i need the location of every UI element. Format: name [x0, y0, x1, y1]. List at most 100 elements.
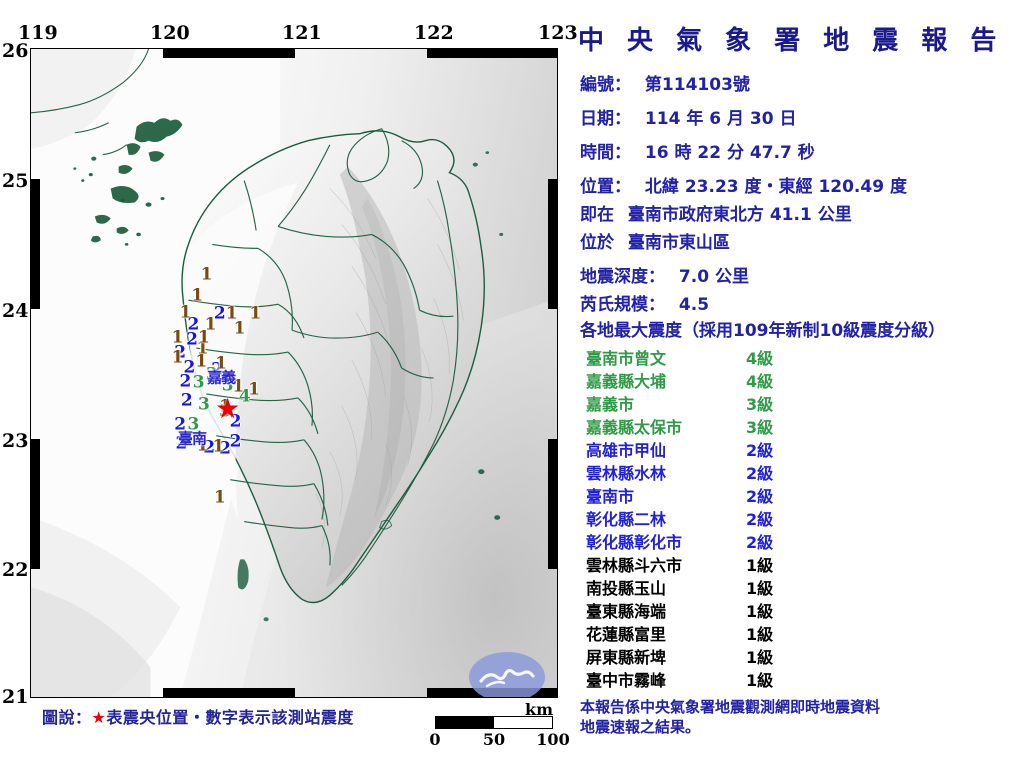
station-intensity-marker: 2: [187, 314, 200, 335]
intensity-level: 1級: [746, 624, 774, 644]
legend-star-icon: ★: [91, 708, 107, 727]
axis-tick-bar-left-2: [31, 439, 40, 569]
report-line-district: 位於 臺南市東山區: [580, 228, 730, 253]
value-time: 16 時 22 分 47.7 秒: [644, 143, 815, 163]
intensity-row: 臺南市曾文 4級: [586, 345, 1022, 368]
label-relative: 即在: [580, 205, 614, 225]
station-intensity-marker: 2: [229, 431, 242, 452]
station-intensity-marker: 2: [183, 357, 196, 377]
station-intensity-marker: 1: [215, 353, 227, 374]
intensity-row: 臺東縣海端 1級: [586, 598, 1022, 621]
report-line-id: 編號： 第114103號: [580, 70, 750, 95]
station-intensity-marker: 2: [174, 342, 187, 363]
value-district: 臺南市東山區: [627, 233, 730, 253]
intensity-row: 臺中市霧峰 1級: [586, 667, 1022, 690]
station-intensity-marker: 1: [232, 376, 245, 397]
station-intensity-marker: 1: [233, 318, 246, 338]
intensity-place: 花蓮縣富里: [586, 624, 667, 644]
station-intensity-marker: 1: [196, 435, 209, 455]
intensity-place: 南投縣玉山: [586, 578, 667, 598]
intensity-place: 彰化縣彰化市: [586, 532, 683, 552]
intensity-place: 屏東縣新埤: [586, 647, 667, 667]
label-id: 編號：: [580, 75, 631, 95]
label-location: 位置：: [580, 177, 631, 197]
report-line-location: 位置： 北緯 23.23 度・東經 120.49 度: [580, 172, 907, 197]
station-intensity-marker: 1: [248, 379, 260, 400]
station-intensity-marker: 1: [249, 303, 262, 324]
intensity-row: 雲林縣水林 2級: [586, 460, 1022, 483]
report-title: 中 央 氣 象 署 地 震 報 告: [578, 26, 1004, 56]
value-magnitude: 4.5: [678, 295, 710, 315]
axis-tick-bar-right-2: [548, 439, 557, 569]
lon-tick-120: 120: [150, 22, 190, 44]
report-line-depth: 地震深度： 7.0 公里: [580, 262, 749, 287]
station-intensity-marker: 2: [229, 411, 242, 432]
cwa-wave-icon: [479, 668, 535, 688]
station-intensity-marker: 1: [195, 351, 208, 372]
map-scale-bar: km 0 50 100: [429, 700, 569, 749]
intensity-place: 嘉義市: [586, 394, 635, 414]
intensity-level: 1級: [746, 578, 774, 598]
intensity-level: 3級: [746, 417, 774, 437]
intensity-place: 高雄市甲仙: [586, 440, 667, 460]
intensity-level: 1級: [746, 555, 774, 575]
station-intensity-marker: 1: [212, 436, 225, 457]
value-location: 北緯 23.23 度・東經 120.49 度: [644, 177, 907, 197]
station-intensity-marker: 1: [219, 396, 231, 416]
value-id: 第114103號: [644, 75, 750, 95]
intensity-level: 2級: [746, 509, 774, 529]
report-footnote: 本報告係中央氣象署地震觀測網即時地震資料 地震速報之結果。: [580, 697, 880, 737]
epicenter-star-icon: ★: [215, 392, 241, 426]
legend-caption: 圖說：★表震央位置・數字表示該測站震度: [42, 704, 354, 728]
intensity-place: 臺南市曾文: [586, 348, 667, 368]
lon-tick-119: 119: [18, 22, 58, 44]
scale-bar-graphic: [435, 716, 553, 729]
lat-tick-25: 25: [2, 170, 29, 192]
intensity-place: 臺中市霧峰: [586, 670, 667, 690]
map-legend-row: 圖說：★表震央位置・數字表示該測站震度 km 0 50 100: [30, 700, 570, 752]
lon-tick-123: 123: [538, 22, 578, 44]
axis-tick-bar-right-1: [548, 179, 557, 309]
intensity-row: 花蓮縣富里 1級: [586, 621, 1022, 644]
intensity-row: 嘉義市 3級: [586, 391, 1022, 414]
intensity-place: 嘉義縣大埔: [586, 371, 667, 391]
lat-tick-26: 26: [2, 40, 29, 62]
intensity-level: 1級: [746, 647, 774, 667]
scale-segment-empty: [494, 717, 552, 728]
station-intensity-marker: 1: [171, 347, 184, 368]
report-line-magnitude: 芮氏規模： 4.5: [580, 290, 709, 315]
intensity-row: 雲林縣斗六市 1級: [586, 552, 1022, 575]
intensity-place: 臺東縣海端: [586, 601, 667, 621]
station-intensity-marker: 3: [219, 401, 231, 422]
label-time: 時間：: [580, 143, 631, 163]
station-intensity-marker: 2: [186, 329, 198, 350]
intensity-list: 臺南市曾文 4級 嘉義縣大埔 4級 嘉義市 3級 嘉義縣太保市 3級 高雄市甲仙 2級 雲林縣水林 2…: [586, 345, 1022, 690]
intensity-level: 1級: [746, 670, 774, 690]
lat-tick-23: 23: [2, 430, 29, 452]
value-relative: 臺南市政府東北方 41.1 公里: [627, 205, 852, 225]
report-line-relative: 即在 臺南市政府東北方 41.1 公里: [580, 200, 852, 225]
station-intensity-marker: 1: [196, 338, 209, 359]
station-intensity-marker: 3: [205, 364, 218, 385]
station-intensity-marker: 1: [179, 302, 192, 323]
axis-tick-bar-left-1: [31, 179, 40, 309]
axis-tick-bar-bottom-1: [163, 688, 295, 697]
station-intensity-marker: 2: [219, 438, 231, 459]
intensity-row: 南投縣玉山 1級: [586, 575, 1022, 598]
scale-tick-50: 50: [482, 730, 506, 749]
station-intensity-marker: 3: [197, 394, 210, 415]
station-intensity-marker: 2: [211, 359, 224, 380]
intensity-row: 彰化縣二林 2級: [586, 506, 1022, 529]
intensity-level: 4級: [746, 371, 774, 391]
value-depth: 7.0 公里: [678, 267, 749, 287]
intensity-place: 雲林縣水林: [586, 463, 667, 483]
city-label: 嘉義: [207, 368, 236, 387]
scale-unit-label: km: [524, 700, 553, 719]
axis-tick-bar-top-2: [427, 49, 557, 58]
intensity-place: 彰化縣二林: [586, 509, 667, 529]
station-intensity-marker: 1: [191, 285, 204, 306]
intensity-level: 2級: [746, 440, 774, 460]
station-intensity-marker: 1: [197, 327, 210, 348]
station-intensity-marker: 2: [175, 433, 188, 454]
